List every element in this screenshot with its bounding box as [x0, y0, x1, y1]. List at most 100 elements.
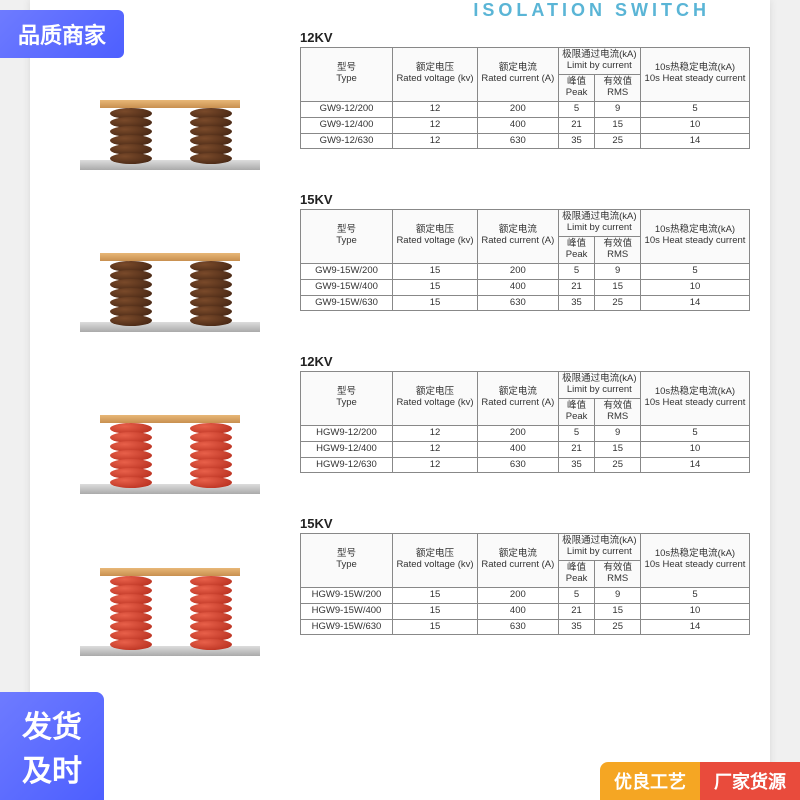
- table-cell: 5: [558, 425, 595, 441]
- bottom-overlay: 发货及时 优良工艺 厂家货源: [0, 720, 800, 800]
- table-cell: 5: [640, 587, 749, 603]
- insulator-icon: [110, 423, 152, 486]
- table-cell: 35: [558, 295, 595, 311]
- table-row: GW9-15W/63015630352514: [301, 295, 750, 311]
- badge-bottom-left: 发货及时: [0, 692, 104, 800]
- top-bar: [100, 253, 240, 261]
- th-type: 型号Type: [301, 534, 393, 588]
- table-cell: 5: [558, 101, 595, 117]
- th-heat: 10s热稳定电流(kA)10s Heat steady current: [640, 372, 749, 426]
- table-title: 15KV: [300, 192, 750, 207]
- table-cell: 15: [393, 603, 478, 619]
- th-current: 额定电流Rated current (A): [477, 534, 558, 588]
- table-cell: GW9-12/200: [301, 101, 393, 117]
- th-heat: 10s热稳定电流(kA)10s Heat steady current: [640, 210, 749, 264]
- table-cell: 35: [558, 133, 595, 149]
- table-row: HGW9-15W/63015630352514: [301, 619, 750, 635]
- table-cell: HGW9-12/200: [301, 425, 393, 441]
- table-cell: 12: [393, 101, 478, 117]
- th-limit: 极限通过电流(kA)Limit by current: [558, 48, 640, 75]
- table-cell: HGW9-12/630: [301, 457, 393, 473]
- spec-table: 型号Type额定电压Rated voltage (kv)额定电流Rated cu…: [300, 209, 750, 311]
- table-cell: 5: [640, 101, 749, 117]
- insulator-icon: [190, 108, 232, 162]
- section: 12KV 型号Type额定电压Rated voltage (kv)额定电流Rate…: [50, 354, 750, 504]
- th-voltage: 额定电压Rated voltage (kv): [393, 48, 478, 102]
- insulator-icon: [110, 261, 152, 324]
- table-cell: 15: [393, 279, 478, 295]
- table-cell: 12: [393, 133, 478, 149]
- page: ISOLATION SWITCH 12KV型号Type额定电压Rated vol…: [30, 0, 770, 800]
- product-image: [50, 192, 290, 342]
- th-type: 型号Type: [301, 210, 393, 264]
- header-title: ISOLATION SWITCH: [473, 0, 710, 21]
- spec-table-wrap: 12KV 型号Type额定电压Rated voltage (kv)额定电流Rate…: [300, 354, 750, 473]
- table-row: HGW9-15W/40015400211510: [301, 603, 750, 619]
- table-row: HGW9-12/40012400211510: [301, 441, 750, 457]
- table-cell: 25: [595, 457, 641, 473]
- th-current: 额定电流Rated current (A): [477, 210, 558, 264]
- table-cell: 14: [640, 457, 749, 473]
- section: 12KV型号Type额定电压Rated voltage (kv)额定电流Rate…: [50, 30, 750, 180]
- table-cell: 15: [595, 603, 641, 619]
- base-bar: [80, 322, 260, 332]
- top-bar: [100, 568, 240, 576]
- table-cell: 12: [393, 425, 478, 441]
- table-cell: 21: [558, 279, 595, 295]
- table-cell: GW9-15W/200: [301, 263, 393, 279]
- table-cell: 21: [558, 441, 595, 457]
- th-rms: 有效值RMS: [595, 236, 641, 263]
- table-cell: HGW9-15W/630: [301, 619, 393, 635]
- table-row: GW9-15W/20015200595: [301, 263, 750, 279]
- table-cell: 25: [595, 133, 641, 149]
- table-cell: 9: [595, 263, 641, 279]
- table-cell: 14: [640, 133, 749, 149]
- table-cell: 12: [393, 117, 478, 133]
- th-limit: 极限通过电流(kA)Limit by current: [558, 372, 640, 399]
- table-cell: 630: [477, 295, 558, 311]
- table-row: HGW9-12/20012200595: [301, 425, 750, 441]
- insulator-icon: [110, 108, 152, 162]
- th-type: 型号Type: [301, 48, 393, 102]
- table-cell: 25: [595, 619, 641, 635]
- table-cell: 25: [595, 295, 641, 311]
- th-limit: 极限通过电流(kA)Limit by current: [558, 210, 640, 237]
- table-cell: 10: [640, 279, 749, 295]
- th-peak: 峰值Peak: [558, 236, 595, 263]
- top-bar: [100, 100, 240, 108]
- top-bar: [100, 415, 240, 423]
- badge-bottom-right-2: 厂家货源: [700, 762, 800, 800]
- table-cell: 9: [595, 587, 641, 603]
- table-cell: 12: [393, 457, 478, 473]
- table-cell: 200: [477, 425, 558, 441]
- table-row: HGW9-15W/20015200595: [301, 587, 750, 603]
- table-cell: 10: [640, 117, 749, 133]
- product-image: [50, 516, 290, 666]
- spec-table: 型号Type额定电压Rated voltage (kv)额定电流Rated cu…: [300, 371, 750, 473]
- table-cell: 5: [558, 587, 595, 603]
- table-cell: 200: [477, 587, 558, 603]
- table-cell: GW9-12/630: [301, 133, 393, 149]
- insulator-icon: [190, 576, 232, 648]
- th-peak: 峰值Peak: [558, 560, 595, 587]
- table-cell: 400: [477, 279, 558, 295]
- table-cell: 9: [595, 101, 641, 117]
- table-title: 15KV: [300, 516, 750, 531]
- product-image: [50, 354, 290, 504]
- table-cell: 10: [640, 441, 749, 457]
- table-cell: GW9-15W/400: [301, 279, 393, 295]
- th-current: 额定电流Rated current (A): [477, 48, 558, 102]
- spec-table-wrap: 12KV型号Type额定电压Rated voltage (kv)额定电流Rate…: [300, 30, 750, 149]
- th-rms: 有效值RMS: [595, 560, 641, 587]
- table-title: 12KV: [300, 354, 750, 369]
- insulator-icon: [110, 576, 152, 648]
- table-row: GW9-12/63012630352514: [301, 133, 750, 149]
- table-cell: 21: [558, 603, 595, 619]
- table-cell: 5: [640, 263, 749, 279]
- table-cell: HGW9-12/400: [301, 441, 393, 457]
- table-cell: 15: [393, 619, 478, 635]
- th-peak: 峰值Peak: [558, 74, 595, 101]
- table-cell: 200: [477, 263, 558, 279]
- badge-bottom-right-1: 优良工艺: [600, 762, 700, 800]
- badge-top-left: 品质商家: [0, 10, 124, 58]
